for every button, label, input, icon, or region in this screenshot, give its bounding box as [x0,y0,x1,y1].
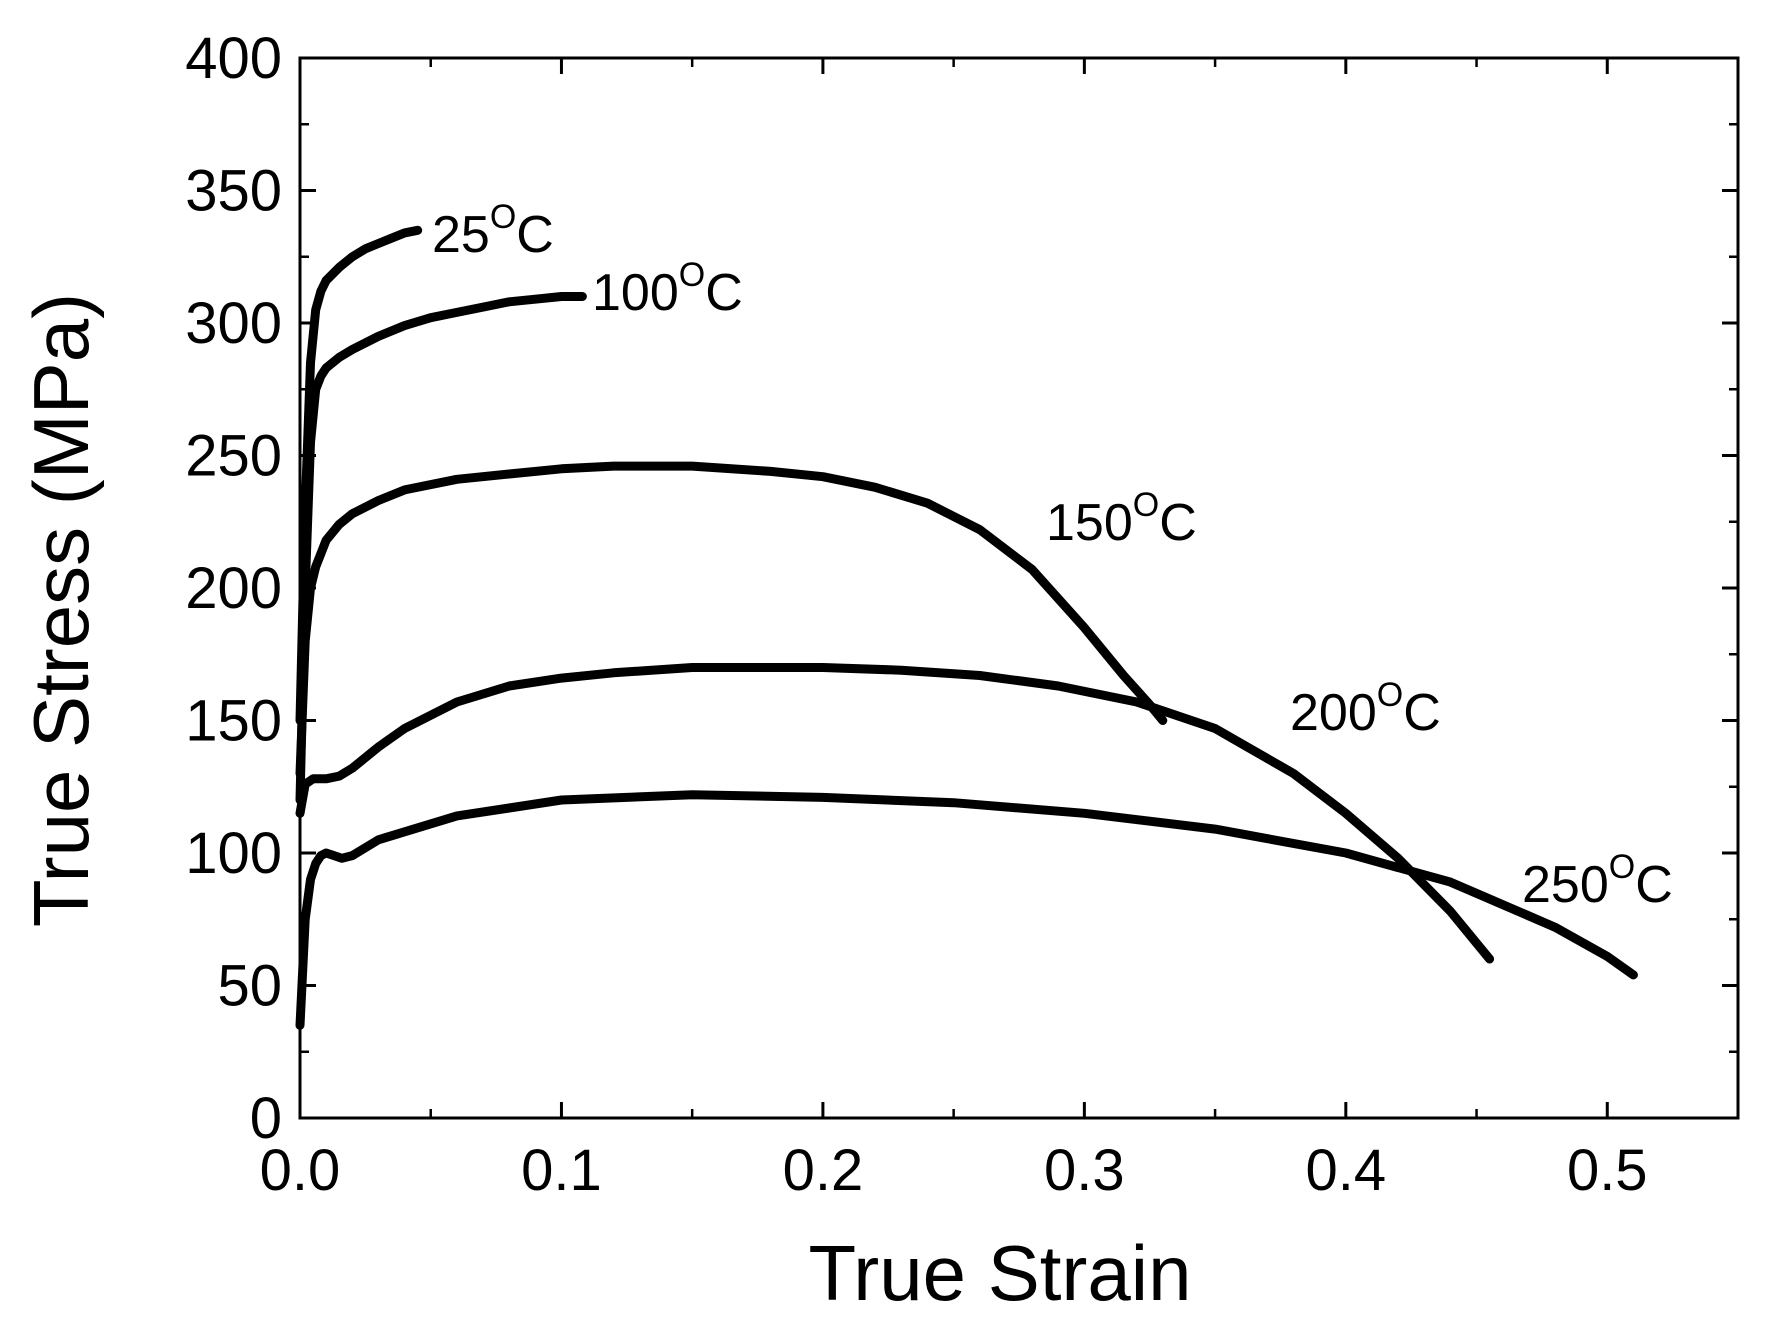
series-label-250c: 250OC [1522,848,1673,914]
series-line-100c [295,292,587,805]
x-tick-label: 0.0 [260,1138,341,1203]
series-label-25c: 25OC [432,198,554,264]
y-tick-label: 100 [185,821,282,886]
y-axis-title: True Stress (MPa) [17,293,105,927]
x-tick-label: 0.3 [1044,1138,1125,1203]
series-label-150c: 150OC [1046,486,1197,552]
series-label-200c: 200OC [1290,676,1441,742]
x-tick-label: 0.1 [521,1138,602,1203]
y-tick-label: 350 [185,159,282,224]
series-line-150c [295,461,1168,778]
y-tick-label: 250 [185,424,282,489]
y-tick-label: 300 [185,291,282,356]
series-line-250c [295,790,1638,1030]
series-label-100c: 100OC [592,256,743,322]
x-axis-title: True Strain [809,1229,1192,1317]
series-line-200c [295,663,1495,964]
y-tick-label: 0 [250,1086,282,1151]
y-tick-label: 150 [185,689,282,754]
x-tick-label: 0.5 [1567,1138,1648,1203]
x-tick-label: 0.4 [1305,1138,1386,1203]
series-line-25c [295,225,423,725]
y-tick-label: 400 [185,26,282,91]
x-tick-label: 0.2 [783,1138,864,1203]
y-tick-label: 200 [185,556,282,621]
y-tick-label: 50 [217,954,282,1019]
